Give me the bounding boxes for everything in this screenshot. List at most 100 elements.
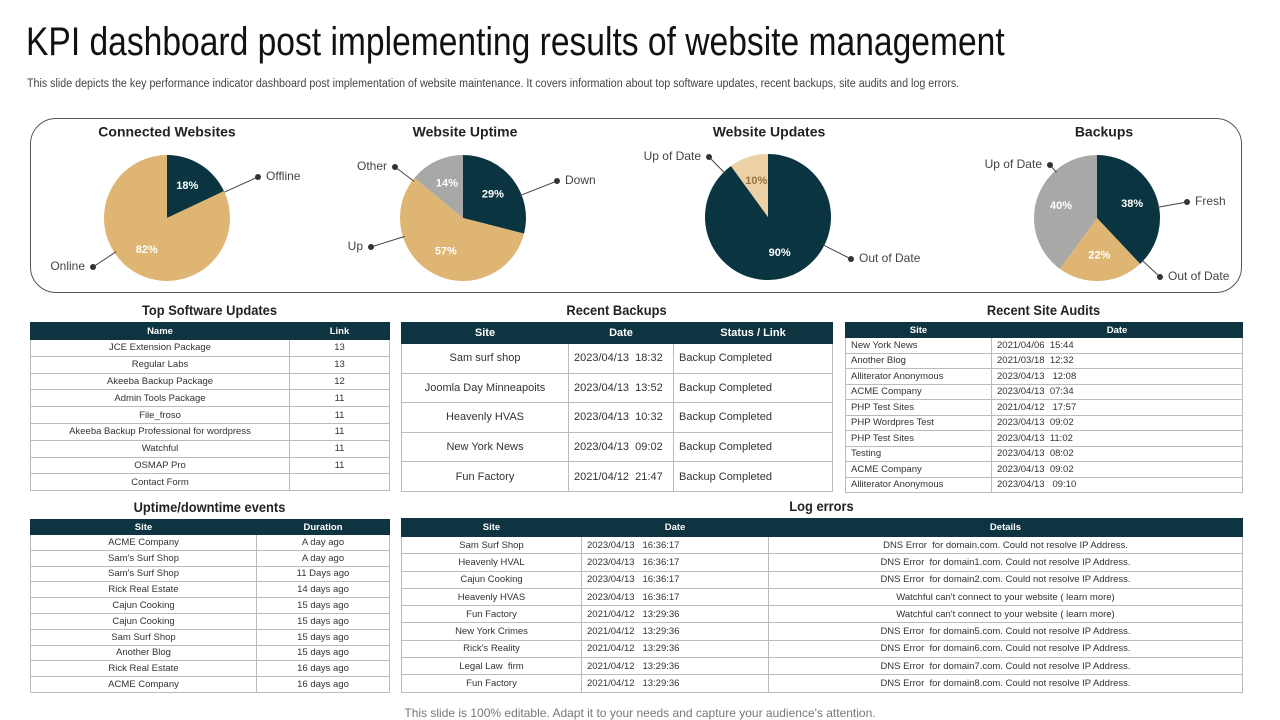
callout-dot	[392, 164, 398, 170]
header-cell: Details	[768, 518, 1243, 537]
table-cell: Akeeba Backup Package	[30, 372, 290, 391]
table-cell: Backup Completed	[673, 343, 833, 374]
table-cell: A day ago	[256, 549, 390, 567]
table-cell: Watchful can't connect to your website (…	[768, 605, 1243, 624]
table-cell: 2021/04/12 13:29:36	[581, 639, 769, 659]
table-row: New York Crimes 2021/04/12 13:29:36 DNS Er…	[401, 622, 1243, 641]
table-cell: JCE Extension Package	[30, 339, 290, 357]
callout-line	[519, 180, 558, 197]
table-cell: DNS Error for domain5.com. Could not res…	[768, 622, 1243, 641]
table-cell: 2021/04/12 13:29:36	[581, 622, 769, 641]
pie-title: Backups	[1075, 124, 1134, 140]
table-cell: DNS Error for domain7.com. Could not res…	[768, 657, 1243, 676]
table-row: Akeeba Backup Professional for wordpress…	[30, 422, 390, 441]
table-cell: Watchful	[30, 439, 290, 458]
table-cell: DNS Error for domain.com. Could not reso…	[768, 535, 1243, 555]
table-row: Alliterator Anonymous 2023/04/13 09:10	[845, 476, 1243, 493]
pie-slice	[463, 155, 526, 234]
header-row: Site Date	[845, 322, 1243, 338]
table-cell: Cajun Cooking	[401, 570, 582, 589]
table-row: PHP Wordpres Test 2023/04/13 09:02	[845, 414, 1243, 431]
table-cell: Another Blog	[30, 644, 257, 662]
table-cell: Alliterator Anonymous	[845, 368, 992, 385]
table-cell: 2023/04/13 16:36:17	[581, 570, 769, 589]
slice-label: 57%	[435, 246, 457, 258]
table-cell: 15 days ago	[256, 644, 390, 662]
header-row: Site Date Details	[401, 518, 1243, 537]
table-row: Heavenly HVAS 2023/04/13 16:36:17 Watchful…	[401, 587, 1243, 607]
table-cell: 11	[289, 389, 390, 408]
table-row: Akeeba Backup Package 12	[30, 372, 390, 391]
header-cell: Site	[401, 322, 569, 344]
callout-label: Other	[357, 159, 387, 173]
table-row: Legal Law firm 2021/04/12 13:29:36 DNS Err…	[401, 657, 1243, 676]
pie-slice	[705, 154, 832, 281]
callout-line	[822, 244, 852, 260]
callout-label: Fresh	[1195, 194, 1226, 208]
table-cell: Akeeba Backup Professional for wordpress	[30, 422, 290, 441]
callout-dot	[848, 256, 854, 262]
table-cell: 2021/04/12 13:29:36	[581, 674, 769, 693]
pie-slice	[400, 177, 525, 281]
table-cell: ACME Company	[845, 461, 992, 478]
page-title: KPI dashboard post implementing results …	[26, 20, 1005, 64]
table-cell: 2023/04/13 09:10	[991, 476, 1243, 493]
table-cell: Regular Labs	[30, 355, 290, 374]
table-row: OSMAP Pro 11	[30, 456, 390, 475]
data-table: Site Date Details Sam Surf Shop 2023/04/13 1…	[401, 518, 1243, 693]
callout-dot	[1184, 199, 1190, 205]
table-row: Joomla Day Minneapoits 2023/04/13 13:52 Ba…	[401, 372, 833, 404]
table-title: Top Software Updates	[141, 302, 278, 318]
table-cell: ACME Company	[30, 676, 257, 693]
slice-label: 40%	[1050, 200, 1072, 212]
table-row: New York News 2023/04/13 09:02 Backup Comp…	[401, 431, 833, 463]
header-cell: Site	[401, 518, 582, 537]
table-row: ACME Company 2023/04/13 09:02	[845, 461, 1243, 478]
table-cell: PHP Test Sites	[845, 399, 992, 416]
table-cell: DNS Error for domain8.com. Could not res…	[768, 674, 1243, 693]
table-cell: 2023/04/13 12:08	[991, 368, 1243, 385]
table-cell: 2021/04/06 15:44	[991, 337, 1243, 354]
table-cell: Alliterator Anonymous	[845, 476, 992, 493]
table-row: Regular Labs 13	[30, 355, 390, 374]
table-row: Heavenly HVAS 2023/04/13 10:32 Backup Comp…	[401, 402, 833, 433]
pie-slice	[730, 154, 768, 217]
header-cell: Date	[568, 322, 674, 344]
slice-label: 82%	[136, 244, 158, 256]
table-cell: 2023/04/13 07:34	[991, 383, 1243, 400]
table-cell: DNS Error for domain1.com. Could not res…	[768, 553, 1243, 572]
table-cell: 11	[289, 439, 390, 458]
pie-slice	[1097, 155, 1160, 264]
table-cell: Sam Surf Shop	[401, 535, 582, 555]
pie-charts: Connected Websites 18% Offline 82% Online Web…	[50, 124, 1229, 283]
table-cell: Heavenly HVAL	[401, 553, 582, 572]
table-row: Heavenly HVAL 2023/04/13 16:36:17 DNS Erro…	[401, 553, 1243, 572]
slice-label: 29%	[482, 189, 504, 201]
table-cell: Backup Completed	[673, 372, 833, 404]
table-cell: A day ago	[256, 534, 390, 551]
table-cell: Testing	[845, 445, 992, 462]
callout-label: Up	[348, 239, 364, 253]
table-row: PHP Test Sites 2023/04/13 11:02	[845, 430, 1243, 447]
table-row: Cajun Cooking 2023/04/13 16:36:17 DNS Erro…	[401, 570, 1243, 589]
table-row: Watchful 11	[30, 439, 390, 458]
table-cell: Another Blog	[845, 352, 992, 369]
table-cell: Contact Form	[30, 473, 290, 492]
table-cell: PHP Test Sites	[845, 430, 992, 447]
table-row: Sam's Surf Shop A day ago	[30, 549, 390, 567]
table-cell: Watchful can't connect to your website (…	[768, 587, 1243, 607]
table-cell: 13	[289, 355, 390, 374]
table-cell: Heavenly HVAS	[401, 402, 569, 433]
data-table: Name Link JCE Extension Package 13 Regular L…	[30, 322, 390, 492]
table-row: Sam Surf Shop 15 days ago	[30, 628, 390, 646]
header-cell: Status / Link	[673, 322, 833, 344]
pie-slice	[167, 155, 225, 218]
table-title: Log errors	[789, 498, 854, 514]
slice-label: 14%	[436, 178, 458, 190]
table-row: Fun Factory 2021/04/12 21:47 Backup Comple…	[401, 461, 833, 492]
table-cell: Backup Completed	[673, 402, 833, 433]
pie-slice	[414, 155, 463, 218]
table-row: Rick's Reality 2021/04/12 13:29:36 DNS Err…	[401, 639, 1243, 659]
table-cell: ACME Company	[845, 383, 992, 400]
